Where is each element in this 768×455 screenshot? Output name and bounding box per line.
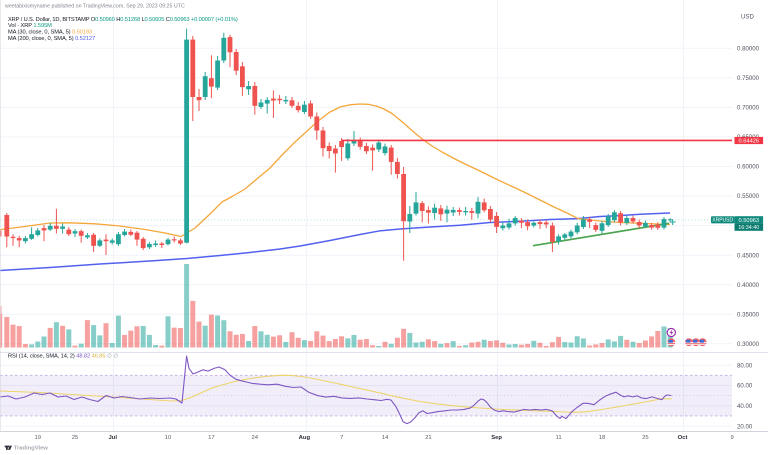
svg-text:Oct: Oct xyxy=(678,435,688,441)
svg-text:7: 7 xyxy=(340,435,343,441)
svg-text:0.50963: 0.50963 xyxy=(739,218,760,224)
svg-text:0.60000: 0.60000 xyxy=(737,164,760,171)
svg-text:19: 19 xyxy=(35,435,42,441)
svg-text:USD: USD xyxy=(741,14,754,21)
svg-text:MA (30, close, 0, SMA, 5) 0.50: MA (30, close, 0, SMA, 5) 0.50193 xyxy=(8,30,92,36)
svg-text:9: 9 xyxy=(731,435,734,441)
svg-text:TradingView: TradingView xyxy=(14,446,49,452)
svg-text:XRPUSD: XRPUSD xyxy=(712,218,733,224)
svg-text:0.45000: 0.45000 xyxy=(737,252,760,259)
svg-text:21: 21 xyxy=(425,435,432,441)
svg-text:Vol · XRP 1.595M: Vol · XRP 1.595M xyxy=(8,23,52,29)
svg-text:60.00: 60.00 xyxy=(737,383,753,390)
svg-text:Aug: Aug xyxy=(299,435,311,441)
svg-text:0.40000: 0.40000 xyxy=(737,282,760,289)
svg-text:0.55000: 0.55000 xyxy=(737,193,760,200)
svg-text:14: 14 xyxy=(382,435,389,441)
svg-text:24: 24 xyxy=(252,435,259,441)
svg-text:40.00: 40.00 xyxy=(737,403,753,410)
svg-text:0.35000: 0.35000 xyxy=(737,311,760,318)
svg-text:RSI (14, close, SMA, 14, 2) 48: RSI (14, close, SMA, 14, 2) 48.82 46.85 … xyxy=(8,353,118,360)
svg-text:25: 25 xyxy=(642,435,649,441)
svg-text:XRP / U.S. Dollar, 1D, BITSTAM: XRP / U.S. Dollar, 1D, BITSTAMP O0.50960… xyxy=(8,17,238,23)
svg-text:0.70000: 0.70000 xyxy=(737,105,760,112)
svg-text:0.80000: 0.80000 xyxy=(737,46,760,53)
svg-text:0.64426: 0.64426 xyxy=(739,138,760,144)
svg-text:18: 18 xyxy=(599,435,606,441)
svg-text:weetabixismyname published on: weetabixismyname published on TradingVie… xyxy=(5,4,185,10)
svg-text:0.75000: 0.75000 xyxy=(737,75,760,82)
svg-text:25: 25 xyxy=(72,435,79,441)
svg-text:20.00: 20.00 xyxy=(737,423,753,430)
svg-text:MA (200, close, 0, SMA, 5) 0.5: MA (200, close, 0, SMA, 5) 0.52127 xyxy=(8,36,95,42)
svg-text:11: 11 xyxy=(556,435,562,441)
svg-text:0.30000: 0.30000 xyxy=(737,341,760,348)
svg-text:Jul: Jul xyxy=(109,435,118,441)
svg-text:Sep: Sep xyxy=(491,435,502,441)
svg-text:10: 10 xyxy=(165,435,172,441)
svg-text:80.00: 80.00 xyxy=(737,362,753,369)
svg-text:17: 17 xyxy=(208,435,215,441)
svg-text:16:34:40: 16:34:40 xyxy=(738,225,759,231)
